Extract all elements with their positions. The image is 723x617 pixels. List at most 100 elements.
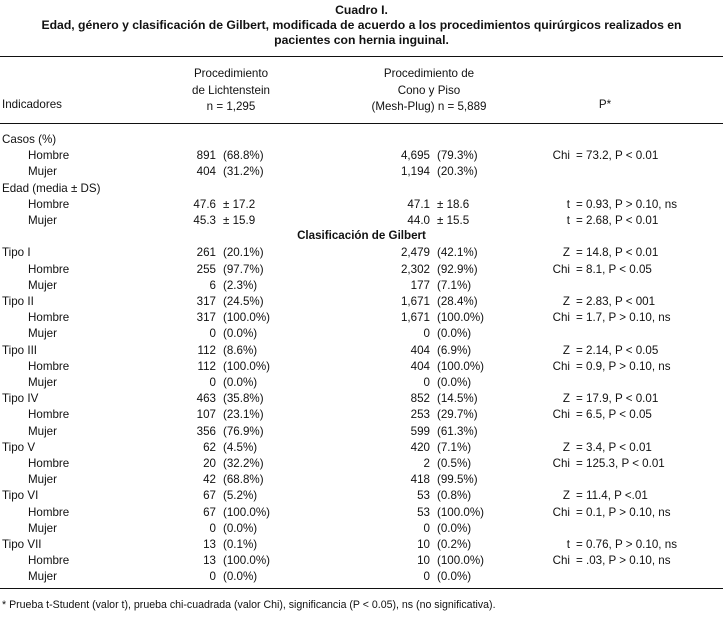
p-statistic-value: = 1.7, P > 0.10, ns [576, 311, 671, 325]
cono-value: 599 [410, 424, 430, 438]
row-label: Mujer [28, 473, 57, 487]
lichtenstein-percent: (0.0%) [223, 376, 258, 389]
p-statistic-value: = 0.76, P > 0.10, ns [576, 538, 677, 551]
row-label: Mujer [28, 570, 57, 584]
row-label: Tipo I [2, 246, 31, 260]
cono-value: 404 [410, 359, 430, 373]
p-statistic-value: = 0.1, P > 0.10, ns [576, 505, 671, 519]
row-label: Mujer [28, 278, 57, 292]
cono-percent: (61.3%) [437, 424, 478, 438]
cono-value: 2 [423, 457, 430, 470]
cono-percent: (92.9%) [437, 262, 478, 276]
p-statistic-value: = 0.9, P > 0.10, ns [576, 359, 671, 373]
cono-value: 53 [417, 505, 430, 519]
row-label: Tipo II [2, 295, 34, 308]
p-statistic-name: Chi [552, 457, 570, 470]
p-statistic-value: = 2.83, P < 001 [576, 295, 656, 308]
lichtenstein-percent: (100.0%) [223, 505, 271, 519]
lichtenstein-value: 47.6 [193, 197, 216, 211]
row-label: Tipo III [2, 343, 38, 357]
lichtenstein-percent: (2.3%) [223, 278, 258, 292]
row-label: Mujer [28, 376, 57, 389]
header-cono-line3: (Mesh-Plug) n = 5,889 [371, 100, 487, 113]
cono-percent: ± 15.5 [437, 214, 470, 227]
row-label: Mujer [28, 327, 57, 341]
p-statistic-name: Z [562, 246, 570, 260]
header-cono-line2: Cono y Piso [397, 83, 461, 97]
lichtenstein-value: 42 [203, 473, 216, 487]
cono-value: 418 [410, 473, 430, 487]
lichtenstein-value: 62 [203, 440, 216, 454]
lichtenstein-value: 6 [209, 278, 216, 292]
lichtenstein-value: 20 [203, 457, 216, 470]
p-statistic-value: = 0.93, P > 0.10, ns [576, 197, 677, 211]
cono-percent: (0.0%) [437, 521, 472, 535]
row-label: Hombre [28, 197, 70, 211]
table-title-line2: pacientes con hernia inguinal. [274, 33, 449, 47]
header-lichtenstein-line2: de Lichtenstein [192, 83, 270, 97]
p-statistic-name: t [566, 197, 570, 211]
lichtenstein-percent: (100.0%) [223, 554, 271, 568]
p-statistic-value: = 11.4, P <.01 [576, 489, 648, 503]
lichtenstein-value: 317 [196, 311, 216, 325]
row-label: Hombre [28, 311, 70, 325]
lichtenstein-value: 13 [203, 554, 216, 568]
row-label: Mujer [28, 214, 57, 227]
lichtenstein-value: 112 [197, 359, 216, 373]
cono-percent: (0.0%) [437, 376, 472, 389]
row-label: Hombre [28, 149, 70, 163]
lichtenstein-percent: (97.7%) [223, 262, 264, 276]
table-label: Cuadro I. [335, 3, 388, 17]
row-label: Mujer [28, 165, 57, 179]
p-statistic-name: Chi [552, 505, 570, 519]
cono-value: 0 [423, 376, 430, 389]
lichtenstein-percent: (0.0%) [223, 327, 258, 341]
cono-percent: (29.7%) [437, 408, 478, 422]
row-label: Tipo VI [2, 489, 39, 503]
cono-value: 0 [423, 570, 430, 584]
row-label: Hombre [28, 505, 70, 519]
cono-percent: (0.0%) [437, 327, 472, 341]
row-label: Hombre [28, 457, 70, 470]
cono-value: 10 [417, 538, 430, 551]
lichtenstein-value: 255 [196, 262, 216, 276]
lichtenstein-percent: (0.0%) [223, 570, 258, 584]
p-statistic-value: = 2.14, P < 0.05 [576, 343, 659, 357]
lichtenstein-percent: (24.5%) [223, 295, 264, 308]
p-statistic-value: = 125.3, P < 0.01 [576, 457, 665, 470]
lichtenstein-percent: (76.9%) [223, 424, 264, 438]
cono-percent: (0.8%) [437, 489, 472, 503]
row-label: Mujer [28, 521, 57, 535]
header-lichtenstein-line3: n = 1,295 [206, 100, 256, 113]
lichtenstein-value: 13 [203, 538, 216, 551]
row-label: Hombre [28, 554, 70, 568]
lichtenstein-percent: (35.8%) [223, 392, 264, 406]
p-statistic-value: = 14.8, P < 0.01 [576, 246, 659, 260]
footnote: * Prueba t-Student (valor t), prueba chi… [2, 599, 496, 611]
lichtenstein-percent: ± 17.2 [223, 197, 256, 211]
cono-percent: (99.5%) [437, 473, 478, 487]
lichtenstein-value: 891 [196, 149, 216, 163]
lichtenstein-percent: (20.1%) [223, 246, 264, 260]
header-p: P* [598, 98, 612, 111]
p-statistic-value: = 8.1, P < 0.05 [576, 262, 652, 276]
cono-percent: (28.4%) [437, 295, 478, 308]
p-statistic-value: = 2.68, P < 0.01 [576, 214, 659, 227]
lichtenstein-value: 463 [196, 392, 216, 406]
header-cono-line1: Procedimiento de [383, 67, 475, 80]
lichtenstein-percent: (31.2%) [223, 165, 264, 179]
lichtenstein-percent: (0.0%) [223, 521, 258, 535]
row-label: Hombre [28, 408, 70, 422]
cono-value: 1,194 [400, 165, 430, 179]
p-statistic-value: = 17.9, P < 0.01 [576, 392, 659, 406]
lichtenstein-value: 0 [209, 376, 216, 389]
cono-value: 53 [417, 489, 430, 503]
cono-value: 10 [417, 554, 430, 568]
lichtenstein-value: 45.3 [193, 214, 216, 227]
cono-value: 2,479 [400, 246, 430, 260]
header-lichtenstein: Procedimiento de Lichtenstein n = 1,295 [150, 66, 312, 116]
lichtenstein-percent: (100.0%) [223, 359, 271, 373]
cono-value: 0 [423, 327, 430, 341]
cono-value: 420 [410, 440, 430, 454]
row-label: Casos (%) [2, 133, 57, 146]
